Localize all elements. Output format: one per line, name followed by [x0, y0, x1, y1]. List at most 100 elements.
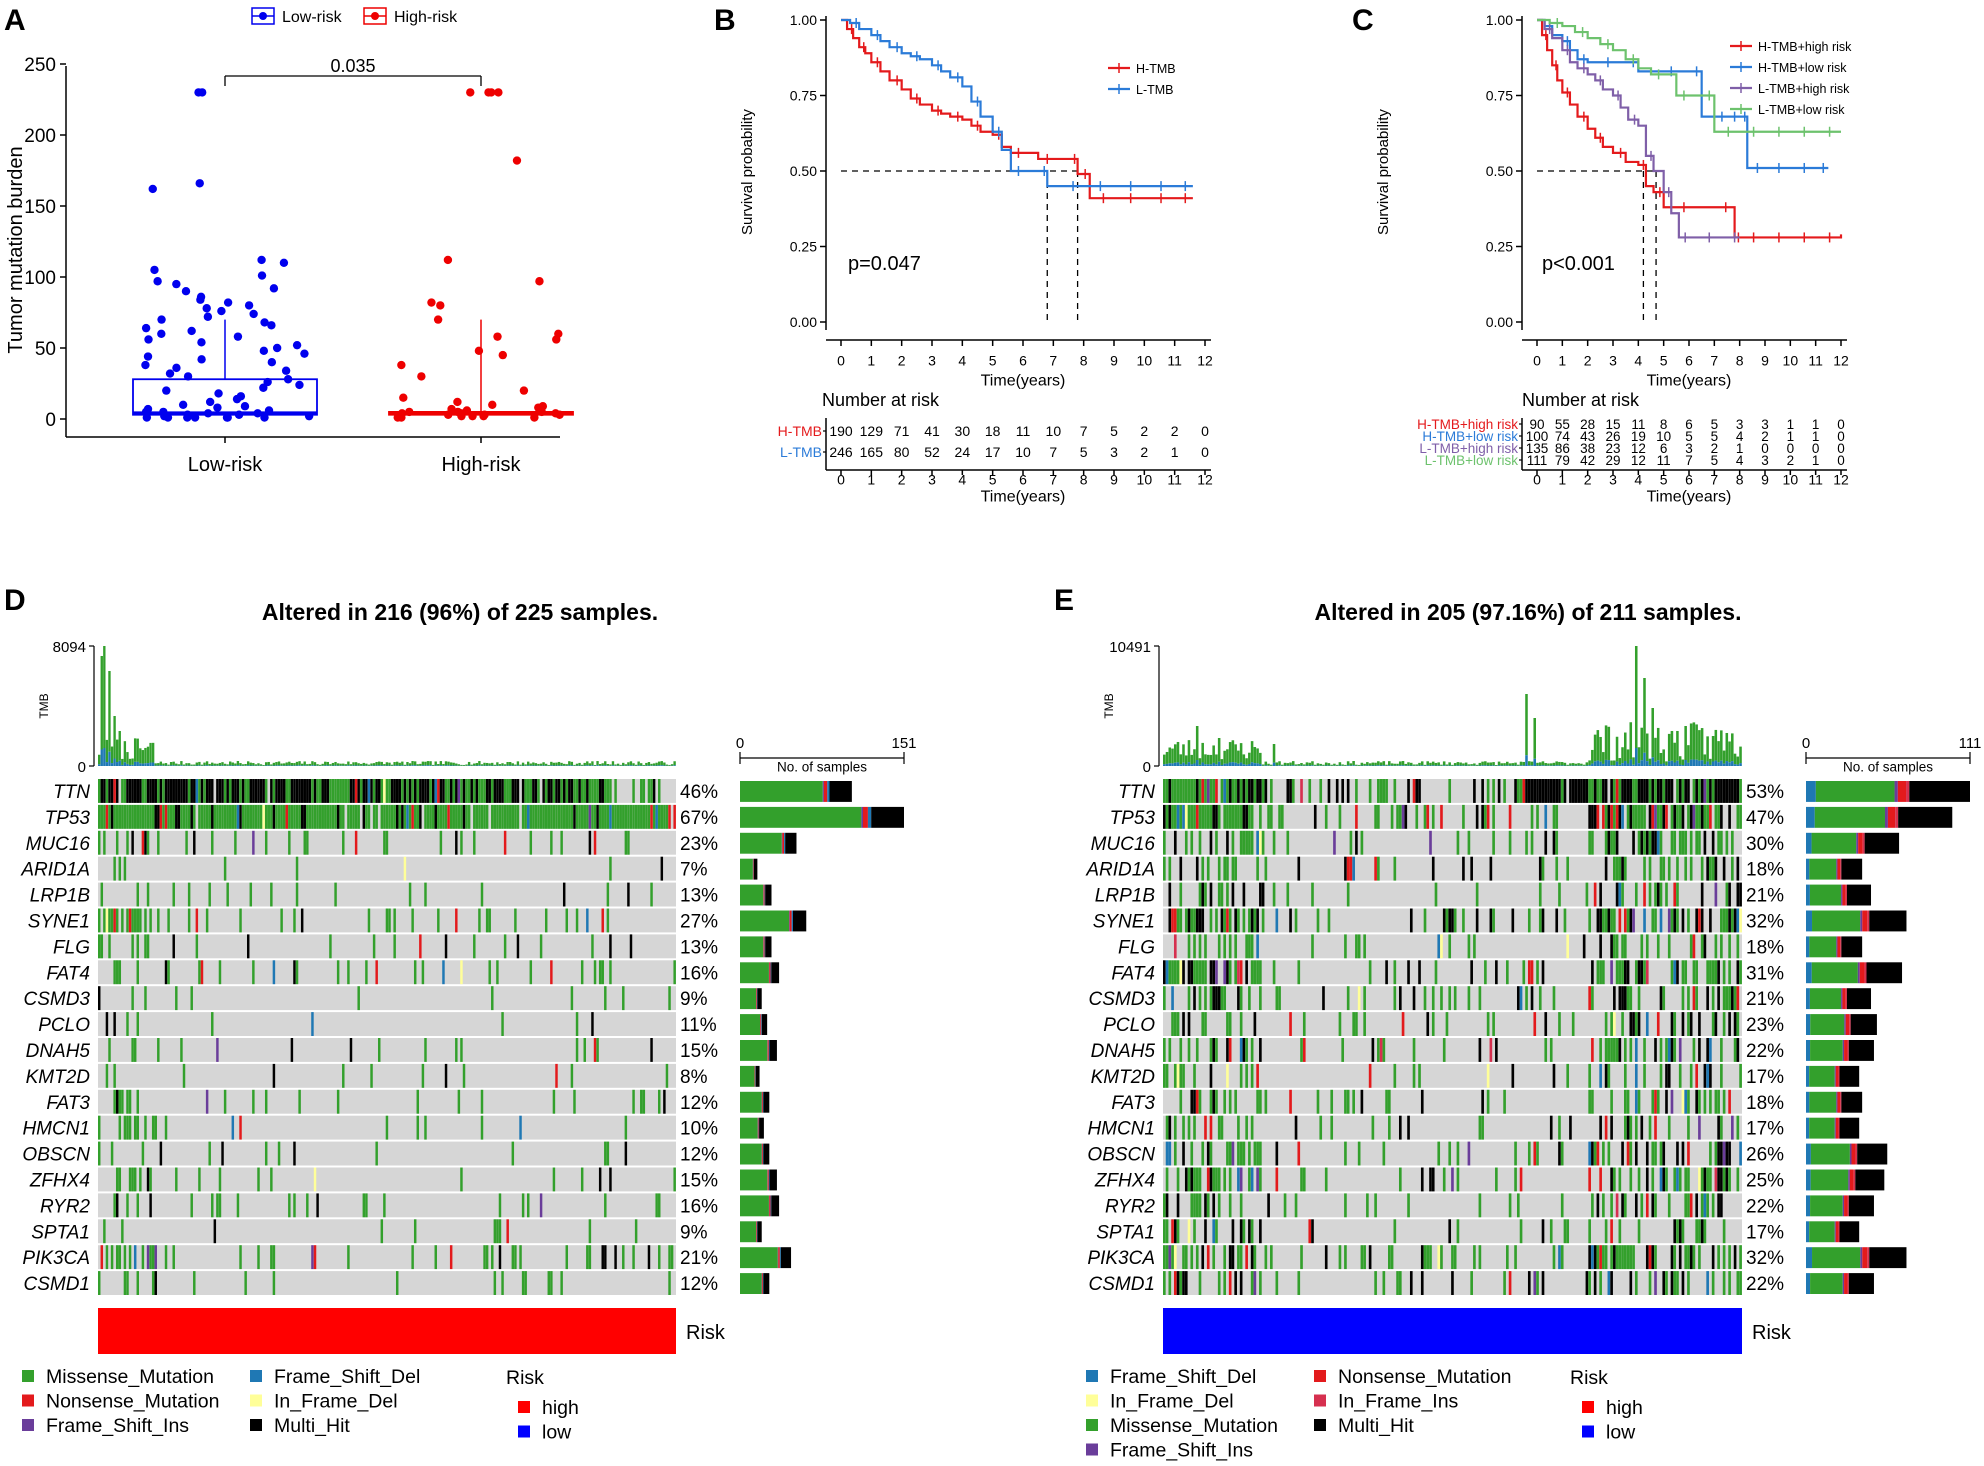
tmb-bar — [1558, 761, 1561, 766]
mutation-cell — [480, 804, 484, 829]
data-point-low — [203, 312, 213, 321]
mutation-cell — [413, 804, 417, 829]
tmb-bar — [547, 764, 550, 766]
mutation-cell — [1484, 804, 1487, 829]
mutation-cell — [1602, 1245, 1605, 1270]
mutation-cell — [514, 908, 517, 933]
mutation-cell — [1256, 856, 1259, 881]
sidebar-segment — [740, 1273, 762, 1294]
mutation-cell — [555, 804, 558, 829]
mutation-cell — [1640, 1193, 1644, 1218]
mutation-cell — [1637, 986, 1641, 1011]
mutation-cell — [1445, 1012, 1449, 1036]
mutation-cell — [1651, 804, 1655, 829]
risk-row-label: L-TMB — [780, 444, 822, 460]
tmb-bar — [1604, 759, 1608, 766]
mutation-cell — [1228, 960, 1232, 985]
tmb-bar — [1377, 761, 1380, 766]
mutation-cell — [1338, 804, 1342, 829]
tmb-bar — [673, 761, 676, 766]
mutation-cell — [1527, 1271, 1531, 1295]
tmb-bar — [501, 763, 504, 766]
tmb-bar — [1437, 765, 1440, 766]
mutation-cell — [1613, 804, 1616, 829]
mutation-cell — [403, 856, 407, 881]
tmb-bar — [575, 763, 579, 766]
mutation-cell — [473, 934, 476, 959]
mutation-cell — [1195, 779, 1199, 803]
tmb-bar — [1426, 765, 1429, 766]
mutation-cell — [205, 804, 209, 829]
mutation-cell — [604, 986, 607, 1011]
mutation-cell — [1228, 934, 1232, 959]
mutation-cell — [144, 908, 147, 933]
mutation-cell — [1179, 1089, 1183, 1114]
data-point-low — [163, 413, 173, 422]
mutation-cell — [1363, 1245, 1366, 1270]
tmb-bar — [1272, 762, 1276, 766]
tmb-bar — [1629, 722, 1633, 760]
mutation-cell — [1486, 804, 1490, 829]
mutation-cell — [1596, 804, 1600, 829]
mutation-cell — [367, 804, 371, 829]
mutation-cell — [1226, 908, 1229, 933]
oncoplot-row-bg — [98, 1141, 676, 1166]
tmb-bar — [542, 762, 545, 766]
tmb-bar — [658, 765, 661, 766]
tmb-bar — [205, 765, 209, 766]
tmb-bar — [1165, 763, 1169, 766]
tmb-bar — [1377, 765, 1380, 766]
tmb-bar — [1648, 764, 1652, 766]
tmb-bar — [1440, 764, 1443, 766]
mutation-cell — [1654, 1089, 1657, 1114]
tmb-bar — [478, 761, 481, 766]
tmb-bar — [434, 761, 437, 766]
gene-percent: 18% — [1746, 860, 1784, 881]
sidebar-segment — [755, 1065, 760, 1087]
mutation-cell — [431, 804, 435, 829]
mutation-cell — [524, 804, 527, 829]
tmb-bar — [123, 762, 127, 766]
tmb-bar — [1720, 730, 1723, 761]
sidebar-segment — [1862, 1247, 1868, 1269]
mutation-cell — [383, 1193, 386, 1218]
mutation-cell — [1168, 882, 1172, 907]
tmb-bar — [1676, 730, 1679, 761]
tmb-bar — [637, 761, 640, 766]
sidebar-segment — [1842, 1195, 1845, 1217]
mutation-cell — [115, 960, 119, 985]
tmb-bar — [1346, 765, 1350, 766]
mutation-cell — [539, 934, 543, 959]
tmb-bar — [1497, 761, 1501, 766]
mutation-cell — [1193, 960, 1196, 985]
mutation-cell — [1239, 960, 1243, 985]
mutation-cell — [660, 856, 664, 881]
mutation-cell — [1733, 986, 1737, 1011]
mutation-cell — [1234, 908, 1237, 933]
mutation-cell — [1456, 1141, 1460, 1166]
mutation-cell — [103, 804, 106, 829]
data-point-low — [260, 413, 269, 422]
mutation-cell — [1720, 779, 1723, 803]
sidebar-segment — [1898, 806, 1953, 828]
tmb-bar — [264, 762, 268, 766]
data-point-low — [197, 355, 206, 364]
tmb-bar — [539, 763, 543, 766]
tmb-bar — [1632, 764, 1635, 766]
mutation-cell — [593, 804, 597, 829]
mutation-cell — [1709, 804, 1712, 829]
sidebar-segment — [1806, 806, 1815, 828]
mutation-cell — [229, 804, 232, 829]
data-point-high — [498, 350, 507, 360]
mutation-cell — [1171, 804, 1174, 829]
tmb-bar — [596, 765, 599, 766]
mutation-cell — [1514, 1141, 1517, 1166]
mutation-cell — [190, 779, 193, 803]
tmb-bar — [151, 762, 155, 766]
tmb-bar — [524, 764, 527, 766]
mutation-cell — [1689, 804, 1693, 829]
mutation-cell — [560, 830, 563, 855]
panel-letter: E — [1054, 584, 1074, 617]
mutation-cell — [1706, 1271, 1709, 1295]
mutation-cell — [1599, 1167, 1602, 1192]
